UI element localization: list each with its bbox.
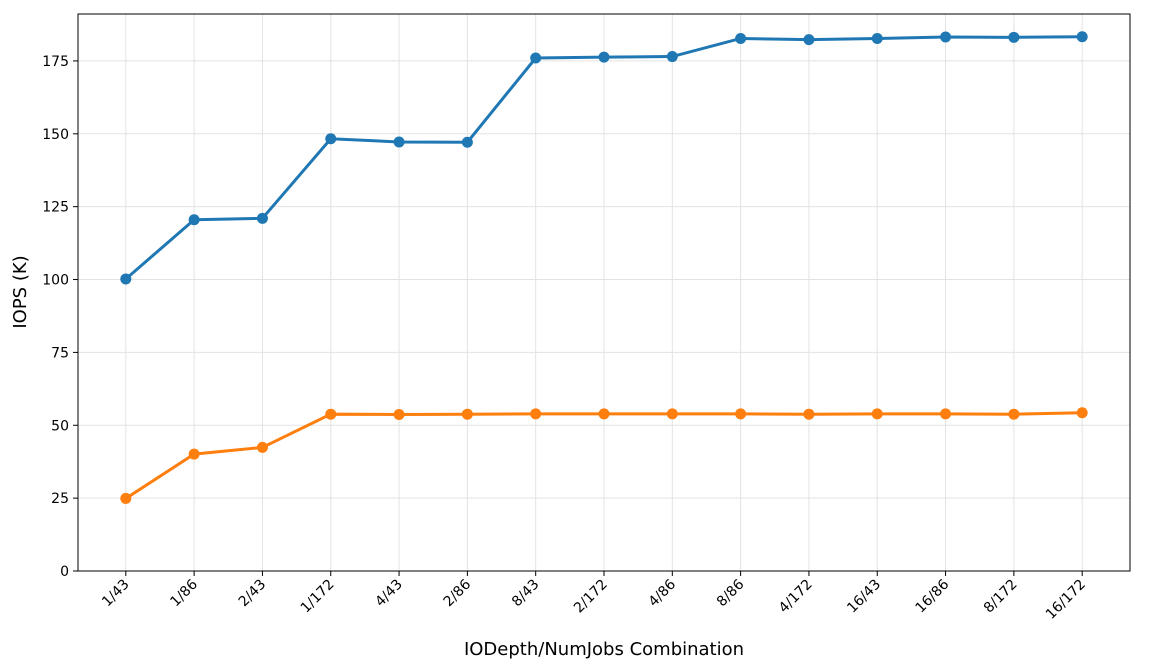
y-tick-label: 75 <box>51 345 69 361</box>
data-point <box>393 136 405 148</box>
data-point <box>188 214 200 226</box>
data-point <box>871 32 883 44</box>
data-point <box>188 448 200 460</box>
data-point <box>1008 408 1020 420</box>
y-axis-label: IOPS (K) <box>10 255 31 328</box>
y-tick-label: 0 <box>60 564 69 580</box>
data-point <box>325 133 337 145</box>
data-point <box>666 408 678 420</box>
data-point <box>803 34 815 46</box>
data-point <box>120 273 132 285</box>
data-point <box>1008 31 1020 43</box>
y-tick-label: 125 <box>42 200 69 216</box>
x-axis-label: IODepth/NumJobs Combination <box>464 639 744 660</box>
y-tick-label: 100 <box>42 273 69 289</box>
data-point <box>940 408 952 420</box>
y-tick-label: 25 <box>51 491 69 507</box>
data-point <box>461 408 473 420</box>
data-point <box>393 408 405 420</box>
data-point <box>940 31 952 43</box>
data-point <box>530 52 542 64</box>
data-point <box>666 51 678 63</box>
data-point <box>871 408 883 420</box>
data-point <box>325 408 337 420</box>
data-point <box>256 212 268 224</box>
data-point <box>598 408 610 420</box>
data-point <box>735 408 747 420</box>
data-point <box>803 408 815 420</box>
y-tick-label: 50 <box>51 418 69 434</box>
data-point <box>1076 31 1088 43</box>
data-point <box>256 441 268 453</box>
data-point <box>735 32 747 44</box>
plot-frame <box>77 13 1131 572</box>
data-point <box>120 492 132 504</box>
data-point <box>461 136 473 148</box>
data-point <box>598 51 610 63</box>
data-point <box>1076 407 1088 419</box>
data-point <box>530 408 542 420</box>
y-tick-label: 150 <box>42 127 69 143</box>
y-tick-label: 175 <box>42 54 69 70</box>
